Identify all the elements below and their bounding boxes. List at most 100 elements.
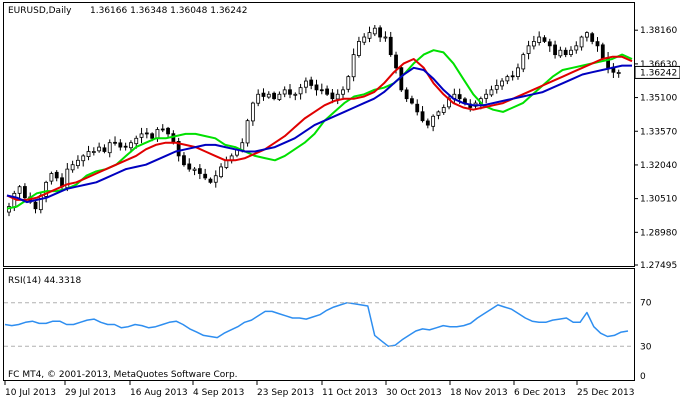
candle-body [23,186,27,199]
candle-body [245,120,250,144]
candle-body [134,137,139,145]
time-tick-label: 11 Oct 2013 [322,388,378,398]
candle-body [362,36,367,43]
candle-body [436,111,441,116]
candle-body [107,142,112,154]
candle-body [12,192,17,208]
candle-body [383,36,388,39]
candle-body [44,181,49,197]
candle-body [378,27,383,38]
candle-body [288,89,292,95]
time-tick-label: 4 Sep 2013 [193,388,244,398]
time-tick-label: 30 Oct 2013 [386,388,442,398]
candle-body [314,84,319,91]
candle-body [537,36,542,43]
candle-body [616,72,621,74]
price-tick-label: 1.32040 [640,161,677,171]
candle-body [420,111,425,122]
candle-body [192,168,197,171]
current-price-tag [634,65,680,79]
candle-body [17,186,22,194]
candle-body [367,32,372,39]
candle-body [531,41,536,47]
candle-body [219,166,223,178]
time-tick-label: 29 Jul 2013 [65,388,116,398]
time-tick-label: 23 Sep 2013 [257,388,314,398]
candle-body [425,120,430,126]
candle-body [33,201,38,210]
candle-body [330,92,335,100]
price-panel-frame [3,2,635,267]
ma-mid-line [6,55,633,201]
candle-body [54,171,59,179]
candle-body [494,85,499,90]
price-tick-label: 1.38160 [640,26,677,36]
candle-body [404,89,409,100]
rsi-tick-label: 0 [640,372,646,382]
candle-body [600,44,605,60]
rsi-layer [4,301,634,348]
candle-body [213,175,218,183]
candle-body [351,54,356,78]
candle-body [357,41,361,56]
rsi-panel-frame [3,268,635,381]
candle-body [81,155,86,162]
moving-averages-layer [6,49,633,210]
candle-body [553,44,557,56]
candle-body [542,37,547,42]
candle-body [76,159,80,167]
time-axis: 10 Jul 2013 29 Jul 2013 16 Aug 2013 4 Sep 2… [4,381,635,398]
candle-body [457,94,462,100]
price-tick-label: 1.28980 [640,228,677,238]
rsi-tick-label: 30 [640,342,652,352]
candle-body [441,107,446,113]
candle-body [256,93,261,104]
chart-header-ohlc: 1.36166 1.36348 1.36048 1.36242 [90,6,247,16]
candle-body [97,146,102,152]
candle-body [569,49,573,55]
candle-body [123,145,128,148]
candle-body [129,142,133,149]
candle-body [595,41,600,47]
candle-body [505,76,510,82]
candle-body [346,76,351,90]
candle-body [584,32,589,38]
time-tick-label: 10 Jul 2013 [5,388,56,398]
candle-body [139,133,144,138]
candle-body [558,49,563,57]
candle-body [266,93,271,98]
rsi-tick-label: 70 [640,299,652,309]
candle-body [150,133,155,139]
price-axis: 1.38160 1.36630 1.35100 1.33570 1.32040 1.305… [634,26,680,271]
ma-slow-line [6,64,632,204]
candle-body [70,164,75,171]
candle-body [325,88,330,95]
candle-body [388,36,393,56]
candle-body [250,102,255,122]
candle-body [372,27,377,35]
candle-body [203,173,208,179]
candle-body [547,41,552,47]
candle-body [282,89,287,95]
candles-layer [7,25,621,217]
candle-body [49,173,54,182]
candle-body [277,93,282,100]
candle-body [521,54,526,70]
candle-body [510,75,515,78]
candle-body [86,151,91,158]
candle-body [187,163,192,170]
candle-body [319,89,324,92]
candle-body [335,93,340,100]
candle-body [415,103,420,113]
candle-body [574,45,579,51]
candle-body [293,93,298,96]
candle-body [516,67,520,77]
candle-body [563,49,568,56]
rsi-axis: 70 30 0 [640,299,652,382]
candle-body [431,115,436,127]
candle-body [590,33,595,42]
candle-body [261,92,266,97]
candle-body [171,133,176,144]
